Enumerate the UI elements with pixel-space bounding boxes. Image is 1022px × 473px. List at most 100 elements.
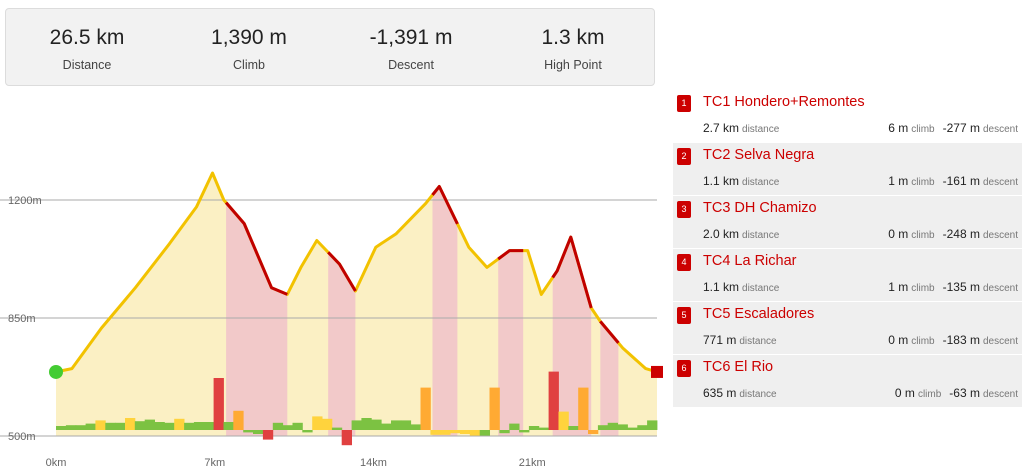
- segment-distance-unit: distance: [739, 389, 777, 400]
- segment-distance-unit: distance: [742, 283, 780, 294]
- descent-segment-band: [498, 250, 524, 436]
- stat-label: High Point: [544, 58, 602, 72]
- elevation-profile-chart[interactable]: 1200m 850m 500m 0km 7km 14km 21km: [0, 90, 665, 473]
- descent-segment-band: [328, 252, 356, 436]
- segment-item[interactable]: 4 TC4 La Richar 1.1 km distance 1 m climb -…: [673, 249, 1022, 302]
- stat-label: Distance: [62, 58, 112, 72]
- segment-climb: 0 m: [894, 386, 915, 400]
- finish-marker-icon: [651, 365, 663, 378]
- gradient-bar: [361, 418, 372, 430]
- gradient-bar: [400, 420, 412, 430]
- gradient-bar: [371, 419, 382, 430]
- gradient-bar: [223, 422, 234, 430]
- gradient-bar: [105, 422, 116, 430]
- segment-distance: 1.1 km: [703, 280, 740, 294]
- summary-stats-box: 26.5 km Distance 1,390 m Climb -1,391 m …: [5, 8, 655, 86]
- segment-distance: 1.1 km: [703, 174, 740, 188]
- profile-descent-line: [551, 235, 593, 309]
- segment-distance: 635 m: [703, 386, 737, 400]
- segment-climb-unit: climb: [911, 283, 935, 294]
- stat-value: -1,391 m: [369, 26, 453, 49]
- segment-name-link[interactable]: TC4 La Richar: [703, 253, 797, 269]
- segment-item[interactable]: 5 TC5 Escaladores 771 m distance 0 m climb…: [673, 302, 1022, 355]
- gradient-bar: [262, 430, 274, 440]
- stat-climb: 1,390 m Climb: [168, 9, 330, 85]
- descent-segment-band: [432, 186, 458, 436]
- segment-descent: -183 m: [942, 333, 980, 347]
- segment-climb-unit: climb: [917, 389, 942, 400]
- segment-list: 1 TC1 Hondero+Remontes 2.7 km distance 6 …: [673, 90, 1022, 408]
- segment-item[interactable]: 1 TC1 Hondero+Remontes 2.7 km distance 6 …: [673, 90, 1022, 143]
- segment-climb: 6 m: [888, 121, 909, 135]
- segment-number-badge: 3: [677, 201, 691, 218]
- segment-climb-unit: climb: [911, 177, 935, 188]
- segment-climb: 1 m: [888, 280, 909, 294]
- gradient-bar: [381, 423, 392, 430]
- profile-descent-line: [431, 185, 459, 225]
- y-tick-label: 850m: [8, 313, 36, 325]
- segment-descent: -277 m: [942, 121, 980, 135]
- segment-name-link[interactable]: TC1 Hondero+Remontes: [703, 94, 865, 110]
- gradient-bar: [282, 425, 293, 430]
- descent-segment-band: [600, 321, 619, 436]
- x-tick-label: 21km: [519, 457, 546, 469]
- gradient-bar: [302, 430, 313, 433]
- segment-distance: 771 m: [703, 333, 737, 347]
- y-tick-label: 500m: [8, 431, 36, 443]
- gradient-bar: [489, 387, 500, 430]
- segment-name-link[interactable]: TC6 El Rio: [703, 359, 774, 375]
- gradient-bar: [95, 420, 106, 430]
- profile-descent-line: [224, 201, 288, 296]
- gradient-bar: [351, 420, 362, 430]
- x-tick-label: 0km: [46, 457, 67, 469]
- stat-distance: 26.5 km Distance: [6, 9, 168, 85]
- segment-name-link[interactable]: TC2 Selva Negra: [703, 147, 815, 163]
- stat-high-point: 1.3 km High Point: [492, 9, 654, 85]
- gradient-bar: [410, 424, 421, 430]
- descent-segment-band: [226, 202, 288, 436]
- segment-descent: -63 m: [949, 386, 980, 400]
- segment-distance-unit: distance: [742, 177, 780, 188]
- segment-descent-unit: descent: [982, 283, 1018, 294]
- stat-value: 26.5 km: [49, 26, 125, 49]
- segment-distance: 2.0 km: [703, 227, 740, 241]
- gradient-bar: [75, 425, 86, 430]
- segment-number-badge: 6: [677, 360, 691, 377]
- segment-number-badge: 2: [677, 148, 691, 165]
- gradient-bar: [391, 420, 402, 430]
- gradient-bar: [154, 422, 165, 430]
- stat-descent: -1,391 m Descent: [330, 9, 492, 85]
- gradient-bar: [312, 416, 323, 430]
- gradient-bar: [627, 427, 638, 430]
- segment-name-link[interactable]: TC5 Escaladores: [703, 306, 815, 322]
- gradient-bar: [56, 426, 67, 430]
- gradient-bar: [519, 430, 530, 433]
- gradient-bar: [460, 430, 471, 434]
- gradient-bar: [469, 430, 481, 436]
- stat-value: 1.3 km: [541, 26, 605, 49]
- gradient-bar: [164, 422, 175, 430]
- segment-number-badge: 5: [677, 307, 691, 324]
- segment-item[interactable]: 2 TC2 Selva Negra 1.1 km distance 1 m clim…: [673, 143, 1022, 196]
- segment-number-badge: 1: [677, 95, 691, 112]
- segment-descent-unit: descent: [982, 230, 1018, 241]
- segment-climb-unit: climb: [911, 230, 935, 241]
- gradient-bar: [440, 430, 451, 435]
- gradient-bar: [213, 378, 224, 430]
- profile-descent-line: [497, 249, 524, 261]
- gradient-bar: [588, 430, 599, 434]
- profile-descent-line: [327, 251, 357, 292]
- gradient-bar: [479, 430, 490, 436]
- segment-descent: -248 m: [942, 227, 980, 241]
- segment-item[interactable]: 3 TC3 DH Chamizo 2.0 km distance 0 m climb…: [673, 196, 1022, 249]
- segment-descent: -135 m: [942, 280, 980, 294]
- segment-distance-unit: distance: [742, 230, 780, 241]
- gradient-bar: [578, 387, 589, 430]
- gradient-bar: [125, 418, 136, 430]
- gradient-bar: [253, 430, 264, 434]
- gradient-bar: [184, 422, 195, 430]
- gradient-bar: [174, 418, 185, 430]
- segment-name-link[interactable]: TC3 DH Chamizo: [703, 200, 817, 216]
- segment-item[interactable]: 6 TC6 El Rio 635 m distance 0 m climb -63 m…: [673, 355, 1022, 408]
- gradient-bar: [331, 427, 343, 430]
